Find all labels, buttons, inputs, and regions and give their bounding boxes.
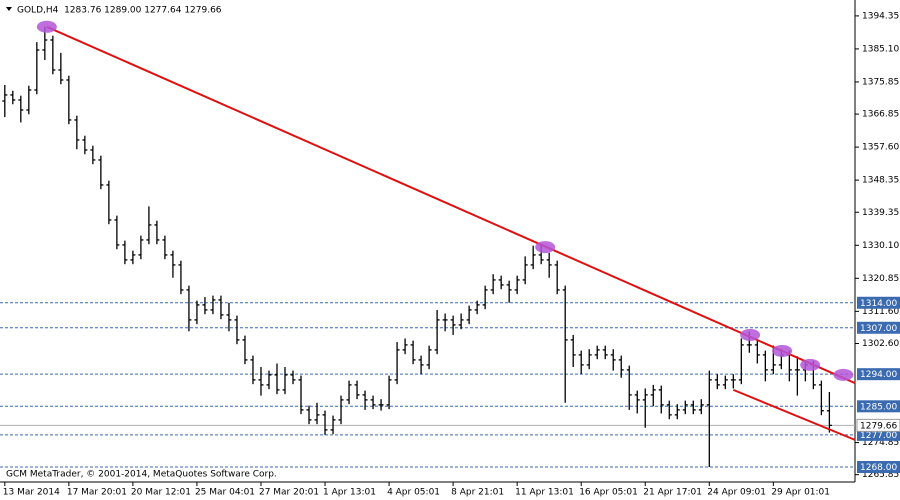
- level-label: 1294.00: [860, 370, 897, 380]
- level-label-box: [857, 400, 900, 413]
- level-label: 1268.00: [860, 463, 897, 473]
- x-tick-label: 21 Apr 17:01: [643, 488, 702, 498]
- x-tick-label: 29 Apr 01:01: [771, 488, 830, 498]
- y-tick-label: 1302.60: [862, 339, 899, 349]
- x-tick-label: 20 Mar 12:01: [131, 488, 191, 498]
- x-tick-label: 8 Apr 21:01: [451, 488, 504, 498]
- y-tick-label: 1265.85: [862, 470, 899, 480]
- level-label: 1314.00: [860, 299, 897, 309]
- y-tick-label: 1385.10: [862, 44, 899, 54]
- level-label-box: [857, 296, 900, 309]
- y-tick-label: 1330.10: [862, 241, 899, 251]
- touch-marker: [800, 358, 821, 371]
- level-label: 1285.00: [860, 402, 897, 412]
- level-label: 1277.00: [860, 431, 897, 441]
- x-tick-label: 27 Mar 20:01: [259, 488, 319, 498]
- y-tick-label: 1357.60: [862, 143, 899, 153]
- footer: GCM MetaTrader, © 2001-2014, MetaQuotes …: [6, 470, 277, 480]
- level-label: 1307.00: [860, 324, 897, 334]
- current-price-box: [856, 418, 900, 432]
- touch-marker: [772, 344, 793, 357]
- level-label-box: [857, 368, 900, 381]
- x-tick-label: 11 Apr 13:01: [515, 488, 574, 498]
- touch-marker: [535, 241, 556, 254]
- x-tick-label: 16 Apr 05:01: [579, 488, 638, 498]
- y-tick-label: 1274.85: [862, 438, 899, 448]
- y-tick-label: 1339.35: [862, 208, 899, 218]
- x-tick-label: 1 Apr 13:01: [323, 488, 376, 498]
- menu-arrow: [6, 7, 12, 11]
- touch-marker: [833, 368, 854, 381]
- y-tick-label: 1348.35: [862, 176, 899, 186]
- touch-marker: [36, 20, 57, 33]
- x-tick-label: 25 Mar 04:01: [195, 488, 255, 498]
- y-tick-label: 1320.85: [862, 274, 899, 284]
- x-tick-label: 17 Mar 20:01: [67, 488, 127, 498]
- y-tick-label: 1311.60: [862, 307, 899, 317]
- x-tick-label: 4 Apr 05:01: [387, 488, 440, 498]
- current-price-label: 1279.66: [860, 421, 897, 431]
- touch-marker: [740, 328, 761, 341]
- level-label-box: [857, 461, 900, 474]
- trendline: [732, 388, 856, 441]
- y-tick-label: 1394.35: [862, 11, 899, 21]
- trendline: [46, 25, 856, 385]
- x-tick-label: 24 Apr 09:01: [707, 488, 766, 498]
- y-tick-label: 1366.85: [862, 110, 899, 120]
- chart-title: GOLD,H4 1283.76 1289.00 1277.64 1279.66: [17, 6, 222, 16]
- level-label-box: [857, 321, 900, 334]
- x-tick-label: 13 Mar 2014: [3, 488, 60, 498]
- y-tick-label: 1375.85: [862, 77, 899, 87]
